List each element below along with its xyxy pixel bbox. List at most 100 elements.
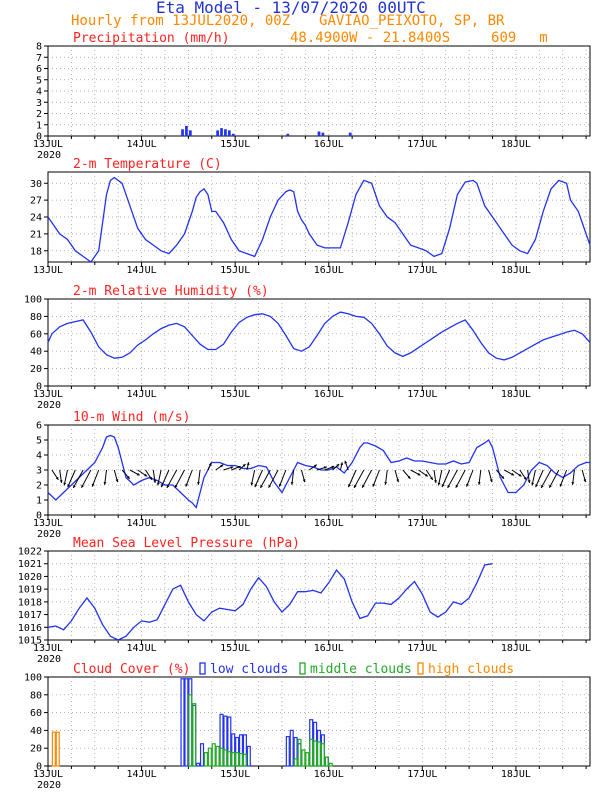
- wind-vector: [268, 469, 279, 489]
- cloud-bar-0: [285, 736, 290, 767]
- legend-swatch-1: [299, 662, 306, 675]
- cloud-bar-1: [192, 703, 197, 767]
- cloud-bar-2: [51, 731, 56, 767]
- y-tick-label: 60: [30, 329, 42, 340]
- y-tick-label: 3: [36, 98, 42, 109]
- x-tick-label: 14JUL: [127, 643, 157, 654]
- precip-bar: [188, 130, 192, 136]
- wind-vector: [72, 469, 84, 489]
- y-tick-label: 20: [30, 364, 42, 375]
- cloud-bar-1: [235, 752, 240, 767]
- location-coordinates: 48.4900W - 21.8400S 609 m: [290, 30, 548, 46]
- panel-title: Cloud Cover (%): [73, 662, 190, 677]
- y-tick-label: 100: [24, 295, 42, 306]
- wind-vector: [447, 469, 458, 489]
- wind-arrowhead: [447, 484, 451, 488]
- cloud-bar-1: [242, 753, 247, 767]
- series-line-wind: [47, 434, 590, 509]
- panel-title: Precipitation (mm/h): [73, 31, 230, 46]
- x-tick-label: 16JUL: [314, 139, 344, 150]
- precip-bar: [286, 133, 290, 136]
- wind-vector: [185, 469, 193, 487]
- y-tick-label: 1019: [18, 585, 42, 596]
- y-tick-label: 4: [36, 451, 42, 462]
- x-tick-label: 16JUL: [314, 518, 344, 529]
- wind-arrowhead: [417, 472, 421, 476]
- coords-text: 48.4900W - 21.8400S: [290, 30, 451, 46]
- y-tick-label: 3: [36, 466, 42, 477]
- x-tick-label: 14JUL: [127, 139, 157, 150]
- precip-bar: [317, 131, 321, 136]
- x-tick-label: 17JUL: [407, 389, 437, 400]
- wind-arrowhead: [55, 476, 59, 480]
- wind-arrowhead: [407, 475, 411, 479]
- x-tick-label: 17JUL: [407, 139, 437, 150]
- wind-arrowhead: [242, 464, 246, 467]
- wind-vector: [259, 469, 271, 489]
- wind-vector: [535, 469, 544, 488]
- wind-arrowhead: [91, 483, 95, 487]
- y-tick-label: 1021: [18, 559, 42, 570]
- wind-vector: [254, 469, 263, 488]
- wind-vector: [81, 469, 92, 489]
- wind-arrowhead: [302, 479, 306, 483]
- wind-arrowhead: [313, 464, 317, 468]
- wind-vector: [466, 469, 474, 487]
- wind-arrowhead: [254, 484, 258, 488]
- legend-swatch-2: [417, 662, 424, 675]
- x-tick-label: 14JUL: [127, 265, 157, 276]
- y-tick-label: 1015: [18, 636, 42, 647]
- cloud-bar-1: [238, 752, 244, 767]
- elevation-value: 609: [491, 30, 517, 46]
- precip-bar: [216, 130, 219, 136]
- legend-swatch-0: [199, 662, 206, 675]
- cloud-bar-1: [293, 758, 298, 767]
- wind-arrowhead: [67, 484, 71, 488]
- cloud-bar-1: [309, 738, 314, 767]
- wind-vector: [548, 469, 560, 489]
- wind-arrowhead: [559, 483, 563, 487]
- y-tick-label: 1016: [18, 623, 42, 634]
- wind-arrowhead: [59, 480, 63, 483]
- wind-arrowhead: [396, 479, 400, 483]
- y-tick-label: 20: [30, 744, 42, 755]
- x-year-label: 2020: [37, 780, 61, 791]
- wind-vector: [353, 469, 365, 489]
- wind-arrowhead: [455, 484, 459, 488]
- cloud-bar-0: [184, 678, 189, 767]
- wind-arrowhead: [437, 482, 441, 486]
- x-tick-label: 15JUL: [220, 139, 250, 150]
- wind-arrowhead: [518, 473, 522, 477]
- x-tick-label: 18JUL: [501, 139, 531, 150]
- wind-arrowhead: [549, 484, 552, 488]
- wind-arrowhead: [246, 462, 250, 466]
- x-tick-label: 17JUL: [407, 769, 437, 780]
- precip-bar: [321, 132, 325, 136]
- wind-arrowhead: [531, 482, 535, 486]
- x-tick-label: 18JUL: [501, 769, 531, 780]
- wind-arrowhead: [156, 482, 160, 486]
- wind-arrowhead: [336, 464, 340, 467]
- wind-arrowhead: [73, 484, 76, 488]
- wind-vector: [361, 469, 373, 489]
- wind-vector: [455, 469, 466, 489]
- cloud-bar-0: [289, 729, 294, 767]
- series-line-temp: [47, 176, 591, 263]
- x-tick-label: 16JUL: [314, 265, 344, 276]
- x-tick-label: 18JUL: [501, 643, 531, 654]
- x-tick-label: 15JUL: [220, 389, 250, 400]
- y-tick-label: 0: [36, 511, 42, 522]
- wind-vector: [347, 469, 357, 488]
- y-tick-label: 40: [30, 347, 42, 358]
- y-tick-label: 1018: [18, 597, 42, 608]
- panel-frame: [47, 676, 591, 767]
- y-tick-label: 80: [30, 312, 42, 323]
- cloud-bar-1: [227, 751, 232, 767]
- series-line-mslp: [47, 563, 493, 641]
- wind-arrowhead: [230, 466, 234, 470]
- x-tick-label: 13JUL: [33, 139, 63, 150]
- cloud-bar-1: [215, 745, 220, 767]
- wind-arrowhead: [583, 479, 587, 483]
- x-tick-label: 13JUL: [33, 769, 63, 780]
